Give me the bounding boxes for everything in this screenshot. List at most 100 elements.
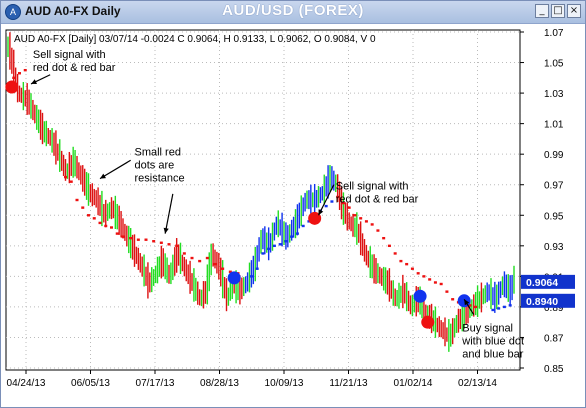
resistance-dot	[136, 238, 140, 241]
support-dot	[272, 244, 276, 248]
support-dot	[330, 200, 334, 203]
y-tick-label: 0.99	[544, 150, 564, 161]
buy-signal-marker	[227, 271, 241, 285]
resistance-dot	[115, 232, 119, 235]
support-dot	[301, 224, 305, 228]
resistance-dot	[399, 259, 403, 263]
y-tick-label: 1.01	[544, 120, 564, 131]
resistance-dot	[416, 272, 420, 275]
x-tick-label: 04/24/13	[7, 378, 46, 389]
annotation-text: resistance	[135, 173, 185, 185]
chart-title: AUD/USD (FOREX)	[222, 2, 364, 19]
resistance-dot	[64, 175, 67, 179]
buy-signal-marker	[457, 294, 471, 308]
annotation-text: with blue dot	[461, 335, 524, 347]
y-tick-label: 0.89	[544, 303, 564, 314]
resistance-dot	[205, 256, 209, 260]
resistance-dot	[23, 68, 27, 72]
annotation-arrowhead	[318, 209, 324, 216]
resistance-dot	[104, 224, 108, 228]
resistance-dot	[159, 241, 163, 244]
resistance-dot	[110, 226, 113, 229]
close-button[interactable]: ×	[567, 4, 581, 18]
annotation-arrow	[99, 159, 131, 180]
annotation-text: red dot & red bar	[33, 62, 116, 74]
title-bar[interactable]: A AUD A0-FX Daily AUD/USD (FOREX) _ □ ×	[1, 1, 585, 24]
price-tag-label: 0.9064	[526, 277, 558, 289]
resistance-dot	[422, 275, 426, 278]
resistance-dot	[81, 206, 85, 209]
resistance-dot	[376, 229, 380, 232]
support-dot	[278, 243, 282, 246]
resistance-dot	[370, 223, 374, 226]
plot-area	[5, 29, 521, 371]
resistance-dot	[152, 240, 156, 243]
app-logo-icon[interactable]: A	[5, 4, 21, 20]
resistance-dot	[75, 198, 79, 202]
resistance-dot	[353, 214, 357, 217]
support-dot	[255, 267, 259, 270]
support-dot	[491, 308, 495, 312]
resistance-dot	[167, 243, 171, 246]
x-tick-label: 02/13/14	[458, 378, 497, 389]
annotation-text: and blue bar	[462, 348, 523, 360]
buy-signal-marker	[413, 289, 427, 303]
chart-header: AUD A0-FX [Daily] 03/07/14 -0.0024 C 0.9…	[14, 34, 376, 45]
x-tick-label: 11/21/13	[329, 378, 368, 389]
resistance-dot	[69, 180, 73, 183]
y-tick-label: 0.93	[544, 242, 564, 253]
annotation-arrow	[317, 184, 335, 216]
x-tick-label: 01/02/14	[394, 378, 433, 389]
resistance-dot	[198, 259, 202, 263]
annotation-text: red dot & red bar	[336, 193, 419, 205]
annotation-arrowhead	[31, 79, 37, 84]
resistance-dot	[336, 195, 340, 199]
resistance-dot	[382, 236, 386, 240]
annotation-text: Small red	[135, 147, 181, 159]
y-tick-label: 1.07	[544, 28, 564, 39]
resistance-dot	[12, 76, 16, 80]
resistance-dot	[433, 281, 437, 284]
annotation-arrowhead	[464, 299, 470, 306]
y-tick-label: 0.97	[544, 181, 564, 192]
resistance-dot	[347, 206, 351, 209]
resistance-dot	[428, 278, 432, 281]
window-title: AUD A0-FX Daily	[25, 4, 121, 18]
resistance-dot	[228, 270, 232, 273]
price-tag	[521, 274, 575, 289]
y-tick-label: 0.87	[544, 333, 564, 344]
restore-button[interactable]: □	[551, 4, 565, 18]
resistance-dot	[190, 256, 194, 260]
resistance-dot	[445, 290, 449, 293]
resistance-dot	[129, 236, 133, 240]
resistance-dot	[405, 262, 409, 266]
resistance-dot	[341, 201, 345, 205]
resistance-dot	[182, 252, 186, 255]
y-tick-label: 1.05	[544, 59, 564, 70]
resistance-dot	[92, 217, 96, 220]
sell-signal-marker	[308, 211, 322, 225]
resistance-dot	[175, 244, 179, 248]
resistance-dot	[144, 238, 148, 241]
annotation-arrowhead	[163, 227, 169, 234]
minimize-button[interactable]: _	[535, 4, 549, 18]
sell-signal-marker	[5, 80, 19, 94]
support-dot	[284, 240, 288, 243]
resistance-dot	[98, 221, 102, 225]
resistance-dot	[468, 304, 472, 307]
x-tick-label: 08/28/13	[200, 378, 239, 389]
y-tick-label: 0.85	[544, 364, 564, 375]
resistance-dot	[221, 267, 225, 270]
annotation-text: Sell signal with	[336, 180, 409, 192]
price-tag	[521, 293, 575, 308]
resistance-dot	[18, 72, 21, 75]
y-tick-label: 1.03	[544, 89, 564, 100]
support-dot	[324, 204, 328, 208]
support-dot	[249, 275, 253, 278]
support-dot	[307, 220, 311, 223]
resistance-dot	[121, 235, 125, 238]
annotation-arrowhead	[100, 173, 106, 179]
annotation-text: Buy signal	[462, 322, 513, 334]
resistance-dot	[439, 282, 443, 286]
